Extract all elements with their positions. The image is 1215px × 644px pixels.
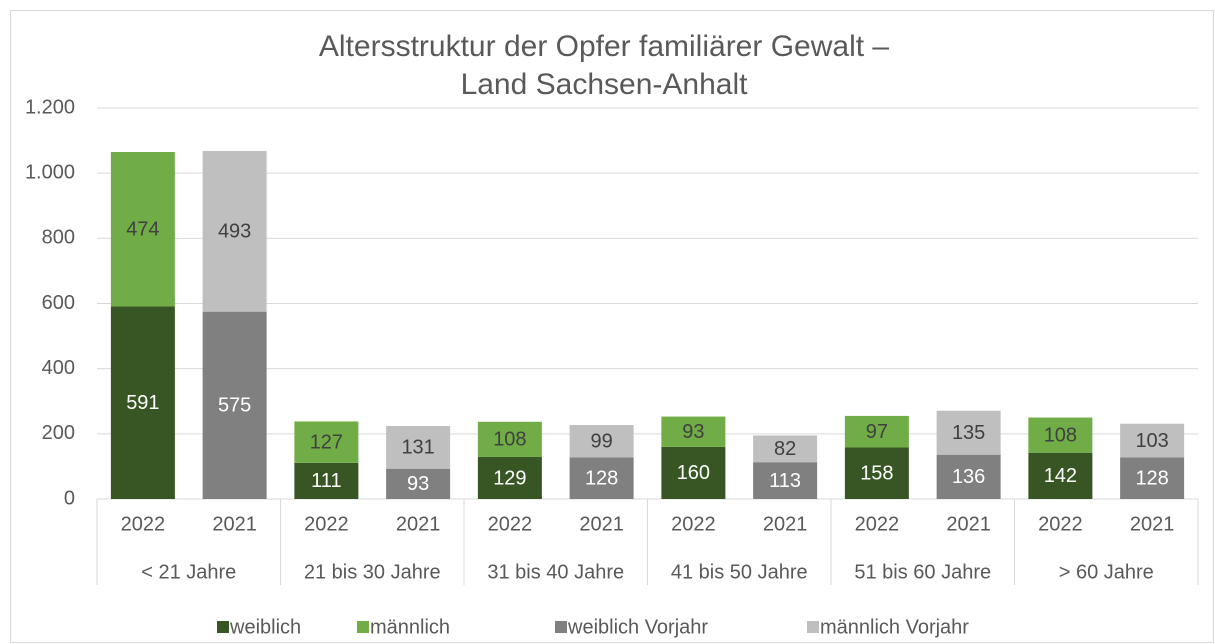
- bar-segment: [386, 468, 451, 499]
- y-tick-label: 0: [64, 487, 75, 509]
- data-label: 97: [866, 421, 888, 443]
- bar-segment: [477, 421, 542, 457]
- bar-segment: [202, 151, 267, 312]
- x-tick-label: 2022: [304, 513, 349, 535]
- legend-label: männlich Vorjahr: [820, 616, 969, 638]
- legend-swatch: [807, 621, 819, 633]
- data-label: 82: [774, 438, 796, 460]
- bar-segment: [294, 421, 359, 463]
- data-label: 493: [218, 221, 251, 243]
- data-label: 128: [1135, 467, 1168, 489]
- x-tick-label: 2021: [396, 513, 441, 535]
- bar-segment: [1028, 417, 1093, 453]
- data-label: 575: [218, 395, 251, 417]
- y-tick-label: 600: [42, 292, 75, 314]
- bar-segment: [844, 415, 909, 448]
- x-tick-label: 2021: [946, 513, 991, 535]
- bar-segment: [569, 457, 634, 499]
- group-label: 31 bis 40 Jahre: [487, 561, 624, 583]
- legend-label: männlich: [370, 616, 450, 638]
- group-label: 51 bis 60 Jahre: [854, 561, 991, 583]
- y-tick-label: 400: [42, 357, 75, 379]
- x-tick-label: 2022: [121, 513, 166, 535]
- data-label: 129: [493, 467, 526, 489]
- bar-segment: [294, 462, 359, 499]
- y-tick-label: 1.200: [25, 96, 75, 118]
- bar-segment: [1120, 423, 1185, 458]
- x-tick-label: 2021: [579, 513, 624, 535]
- data-label: 93: [407, 473, 429, 495]
- bar-segment: [936, 410, 1001, 455]
- bar-segment: [477, 456, 542, 499]
- data-label: 142: [1044, 465, 1077, 487]
- data-label: 158: [860, 463, 893, 485]
- y-tick-label: 200: [42, 422, 75, 444]
- group-label: > 60 Jahre: [1059, 561, 1154, 583]
- data-label: 103: [1135, 430, 1168, 452]
- data-label: 99: [591, 430, 613, 452]
- chart-border: [10, 10, 1214, 643]
- chart-title: Land Sachsen-Anhalt: [461, 68, 749, 101]
- data-label: 108: [1044, 424, 1077, 446]
- x-tick-label: 2022: [855, 513, 900, 535]
- x-tick-label: 2021: [212, 513, 257, 535]
- x-tick-label: 2021: [1130, 513, 1175, 535]
- bar-segment: [386, 426, 451, 469]
- bar-segment: [661, 446, 726, 499]
- data-label: 160: [677, 462, 710, 484]
- group-label: 41 bis 50 Jahre: [671, 561, 808, 583]
- bar-segment: [1028, 452, 1093, 499]
- legend-label: weiblich Vorjahr: [567, 616, 708, 638]
- legend-label: weiblich: [229, 616, 301, 638]
- data-label: 128: [585, 467, 618, 489]
- group-label: 21 bis 30 Jahre: [304, 561, 441, 583]
- bar-segment: [202, 311, 267, 499]
- x-tick-label: 2022: [1038, 513, 1083, 535]
- x-tick-label: 2021: [763, 513, 808, 535]
- bar-segment: [569, 425, 634, 458]
- data-label: 135: [952, 422, 985, 444]
- bar-segment: [110, 151, 175, 307]
- data-label: 113: [769, 470, 801, 492]
- x-tick-label: 2022: [488, 513, 533, 535]
- data-label: 136: [952, 466, 985, 488]
- bar-segment: [753, 462, 818, 499]
- data-label: 111: [311, 470, 341, 492]
- bar-segment: [936, 454, 1001, 499]
- y-tick-label: 800: [42, 227, 75, 249]
- legend-swatch: [217, 621, 229, 633]
- data-label: 93: [682, 421, 704, 443]
- bar-segment: [753, 435, 818, 463]
- bar-segment: [661, 416, 726, 447]
- y-tick-label: 1.000: [25, 161, 75, 183]
- bar-segment: [844, 447, 909, 499]
- data-label: 108: [493, 429, 526, 451]
- x-tick-label: 2022: [671, 513, 716, 535]
- data-label: 131: [401, 437, 434, 459]
- group-label: < 21 Jahre: [141, 561, 236, 583]
- data-label: 127: [310, 431, 343, 453]
- bar-segment: [1120, 457, 1185, 499]
- data-label: 591: [126, 392, 159, 414]
- chart-title: Altersstruktur der Opfer familiärer Gewa…: [319, 30, 889, 63]
- legend-swatch: [357, 621, 369, 633]
- legend-swatch: [555, 621, 567, 633]
- bar-segment: [110, 306, 175, 499]
- data-label: 474: [126, 218, 159, 240]
